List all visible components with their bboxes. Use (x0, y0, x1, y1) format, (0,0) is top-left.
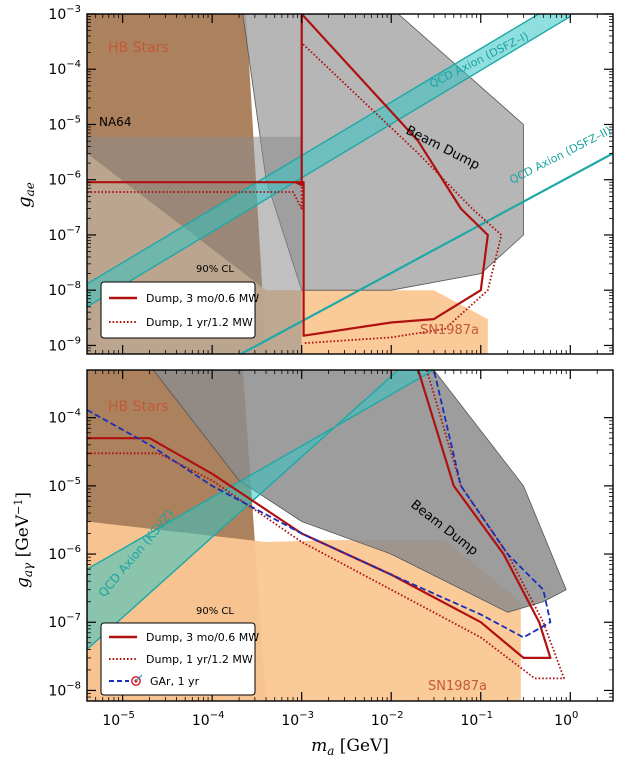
curve-dump-3-mo-0-6-mw (87, 14, 489, 337)
legend-bottom: Dump, 3 mo/0.6 MW Dump, 1 yr/1.2 MW GAr,… (100, 622, 259, 696)
hb-stars-label: HB Stars (108, 40, 169, 56)
y-axis-label: gaγ [GeV−1] (12, 492, 35, 588)
na64-label: NA64 (99, 115, 131, 129)
y-tick-label: 10−5 (48, 114, 81, 133)
region-beam-dump (152, 370, 567, 613)
qcd-axion-band (87, 370, 436, 651)
y-tick-label: 10−8 (48, 280, 81, 299)
legend-label-dump-3mo: Dump, 3 mo/0.6 MW (146, 292, 259, 305)
y-tick-label: 10−6 (48, 544, 81, 563)
legend-label-dump-1yr: Dump, 1 yr/1.2 MW (146, 316, 253, 329)
hb-stars-label: HB Stars (108, 399, 169, 415)
curve-dump-3-mo-0-6-mw (87, 370, 552, 659)
curve-gar-1-yr (87, 370, 552, 639)
legend-label-dump-1yr: Dump, 1 yr/1.2 MW (146, 653, 253, 666)
cl-label: 90% CL (196, 606, 234, 617)
panel-gae: 10−9 10−8 10−7 10−6 10−5 10−4 10−3 gae HB Star… (14, 4, 614, 355)
y-tick-label: 10−8 (48, 680, 81, 699)
target-icon (131, 674, 143, 686)
y-axis-label: gae (14, 182, 37, 208)
legend-label-gar: GAr, 1 yr (150, 675, 200, 688)
x-tick-label: 10−5 (102, 710, 135, 729)
x-tick-label: 10−3 (281, 710, 314, 729)
y-tick-label: 10−7 (48, 612, 81, 631)
sn1987a-label: SN1987a (420, 323, 479, 338)
legend-label-dump-3mo: Dump, 3 mo/0.6 MW (146, 631, 259, 644)
legend-box (100, 281, 256, 339)
y-tick-label: 10−5 (48, 476, 81, 495)
qcd-axion-line (238, 152, 613, 354)
x-tick-label: 100 (554, 710, 578, 729)
y-tick-label: 10−4 (48, 408, 81, 427)
x-tick-label: 10−4 (192, 710, 225, 729)
y-tick-label: 10−6 (48, 170, 81, 189)
y-tick-label: 10−7 (48, 225, 81, 244)
curve-dump-1-yr-1-2-mw (87, 42, 503, 345)
x-tick-label: 10−2 (371, 710, 404, 729)
y-tick-label: 10−4 (48, 59, 81, 78)
sn1987a-label: SN1987a (428, 679, 487, 694)
plot-frame (86, 369, 614, 702)
y-tick-label: 10−3 (48, 4, 81, 23)
cl-label: 90% CL (196, 264, 234, 275)
panel-gagamma: 10−8 10−7 10−6 10−5 10−4 10−5 10−4 10−3 10−2 10−1… (12, 369, 614, 758)
plot-frame (86, 13, 614, 355)
y-tick-label: 10−9 (48, 335, 81, 354)
x-tick-label: 10−1 (460, 710, 493, 729)
legend-top: Dump, 3 mo/0.6 MW Dump, 1 yr/1.2 MW (100, 281, 259, 339)
x-axis-label: ma [GeV] (311, 736, 389, 758)
